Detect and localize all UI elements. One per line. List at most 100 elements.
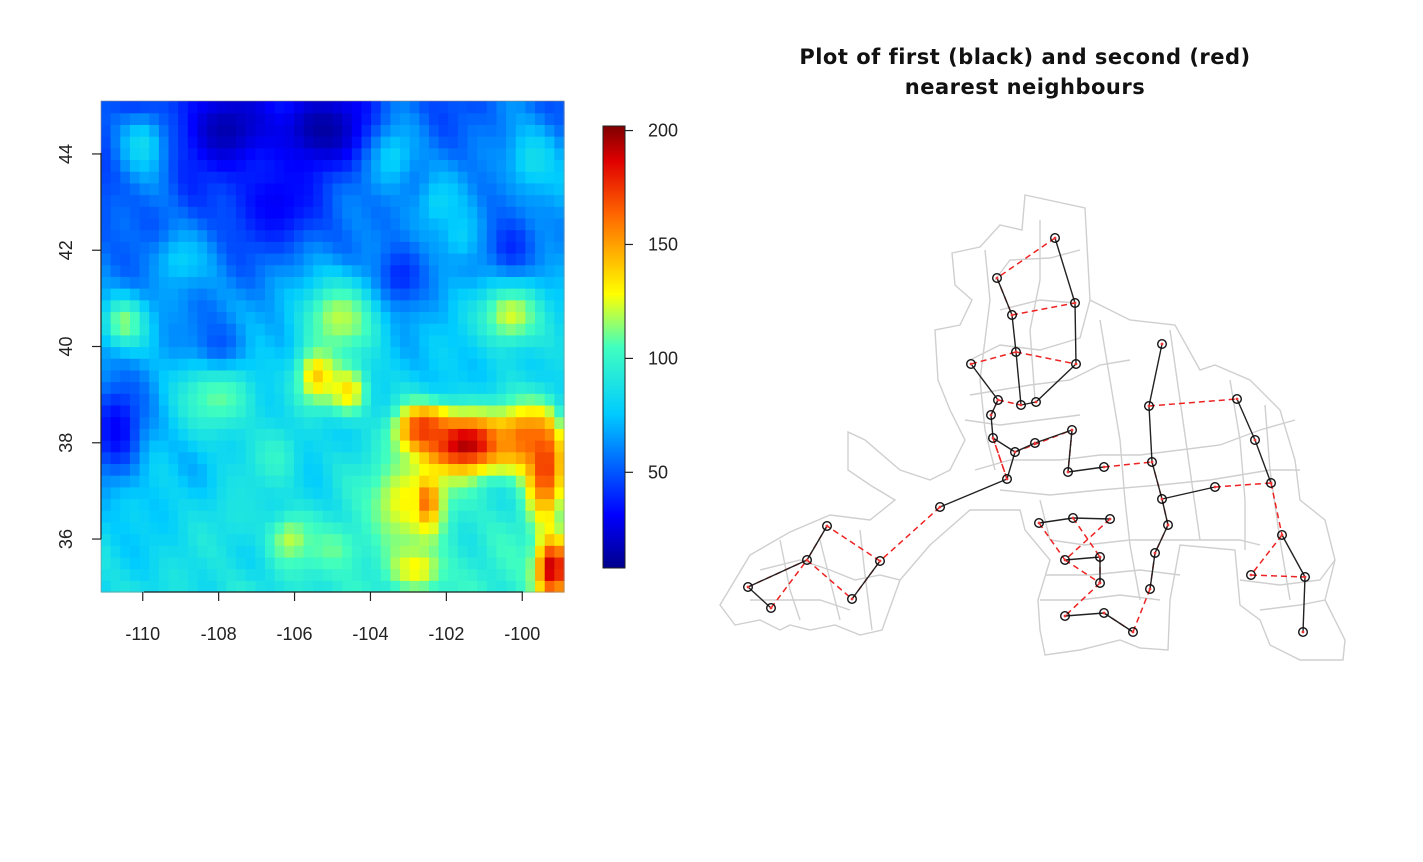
- heatmap-cell: [313, 147, 324, 161]
- heatmap-cell: [467, 217, 478, 231]
- heatmap-cell: [274, 381, 285, 394]
- heatmap-cell: [178, 545, 189, 558]
- heatmap-cell: [544, 299, 555, 313]
- heatmap-cell: [390, 463, 401, 476]
- heatmap-cell: [120, 545, 131, 558]
- neighbour-point-center: [805, 558, 809, 562]
- heatmap-cell: [477, 299, 488, 313]
- heatmap-cell: [158, 229, 170, 242]
- heatmap-cell: [467, 241, 478, 254]
- heatmap-cell: [371, 568, 382, 581]
- heatmap-cell: [419, 264, 430, 277]
- heatmap-cell: [149, 334, 160, 348]
- neighbour-point: [988, 433, 999, 444]
- heatmap-cell: [506, 580, 517, 593]
- heatmap-cell: [178, 393, 189, 406]
- heatmap-cell: [255, 580, 266, 593]
- heatmap-cell: [477, 393, 488, 406]
- heatmap-cell: [303, 276, 314, 289]
- heatmap-cell: [293, 311, 305, 324]
- heatmap-cell: [535, 416, 546, 429]
- heatmap-cell: [486, 252, 498, 266]
- heatmap-cell: [448, 124, 459, 137]
- heatmap-cell: [361, 556, 372, 570]
- heatmap-cell: [506, 451, 517, 464]
- heatmap-cell: [380, 521, 391, 535]
- heatmap-cell: [361, 451, 372, 464]
- heatmap-cell: [371, 229, 382, 242]
- heatmap-cell: [390, 299, 401, 313]
- neighbour-point-center: [825, 524, 829, 528]
- heatmap-cell: [207, 264, 218, 277]
- heatmap-cell: [419, 498, 430, 511]
- heatmap-cell: [226, 112, 237, 125]
- heatmap-cell: [371, 369, 382, 383]
- heatmap-cell: [303, 510, 314, 523]
- heatmap-cell: [313, 510, 324, 523]
- heatmap-cell: [342, 475, 353, 488]
- neighbour-point-center: [1303, 575, 1307, 579]
- heatmap-cell: [486, 381, 498, 394]
- heatmap-cell: [274, 416, 285, 429]
- heatmap-cell: [380, 252, 391, 266]
- heatmap-cell: [264, 171, 276, 184]
- heatmap-cell: [274, 510, 285, 523]
- heatmap-cell: [236, 229, 247, 242]
- heatmap-cell: [207, 288, 218, 301]
- heatmap-cell: [371, 299, 382, 313]
- heatmap-cell: [342, 510, 353, 523]
- heatmap-cell: [457, 136, 469, 149]
- heatmap-cell: [361, 358, 372, 371]
- heatmap-cell: [293, 147, 305, 161]
- heatmap-cell: [216, 171, 227, 184]
- heatmap-cell: [264, 381, 276, 394]
- heatmap-cell: [158, 101, 170, 114]
- heatmap-cell: [139, 241, 150, 254]
- heatmap-cell: [149, 428, 160, 441]
- heatmap-cell: [129, 369, 141, 383]
- heatmap-cell: [207, 334, 218, 348]
- heatmap-cell: [486, 217, 498, 231]
- heatmap-cell: [419, 206, 430, 219]
- heatmap-cell: [554, 545, 565, 558]
- heatmap-cell: [216, 334, 227, 348]
- heatmap-cell: [361, 276, 372, 289]
- heatmap-cell: [428, 334, 440, 348]
- neighbour-point: [1162, 520, 1173, 531]
- heatmap-cell: [120, 533, 131, 546]
- heatmap-cell: [187, 510, 199, 523]
- heatmap-cell: [448, 299, 459, 313]
- heatmap-cell: [525, 112, 536, 125]
- heatmap-cell: [149, 463, 160, 476]
- heatmap-cell: [448, 229, 459, 242]
- heatmap-cell: [554, 428, 565, 441]
- heatmap-cell: [351, 428, 363, 441]
- heatmap-cell: [486, 171, 498, 184]
- heatmap-cell: [506, 346, 517, 359]
- heatmap-cell: [120, 112, 131, 125]
- heatmap-cell: [101, 288, 112, 301]
- heatmap-cell: [187, 440, 199, 453]
- heatmap-cell: [515, 124, 527, 137]
- heatmap-cell: [457, 101, 469, 114]
- heatmap-cell: [428, 264, 440, 277]
- neighbour-point-center: [1013, 450, 1017, 454]
- heatmap-cell: [332, 381, 343, 394]
- heatmap-cell: [187, 580, 199, 593]
- neighbour-point-center: [1053, 236, 1057, 240]
- heatmap-cell: [390, 404, 401, 418]
- heatmap-cell: [409, 533, 420, 546]
- heatmap-cell: [544, 323, 555, 336]
- heatmap-cell: [101, 147, 112, 161]
- heatmap-cell: [226, 206, 237, 219]
- heatmap-cell: [101, 428, 112, 441]
- neighbour-point: [1098, 608, 1109, 619]
- heatmap-cell: [264, 147, 276, 161]
- heatmap-cell: [515, 147, 527, 161]
- heatmap-cell: [342, 568, 353, 581]
- heatmap-cell: [149, 323, 160, 336]
- heatmap-cell: [390, 334, 401, 348]
- heatmap-cell: [158, 533, 170, 546]
- heatmap-cell: [448, 323, 459, 336]
- heatmap-cell: [342, 299, 353, 313]
